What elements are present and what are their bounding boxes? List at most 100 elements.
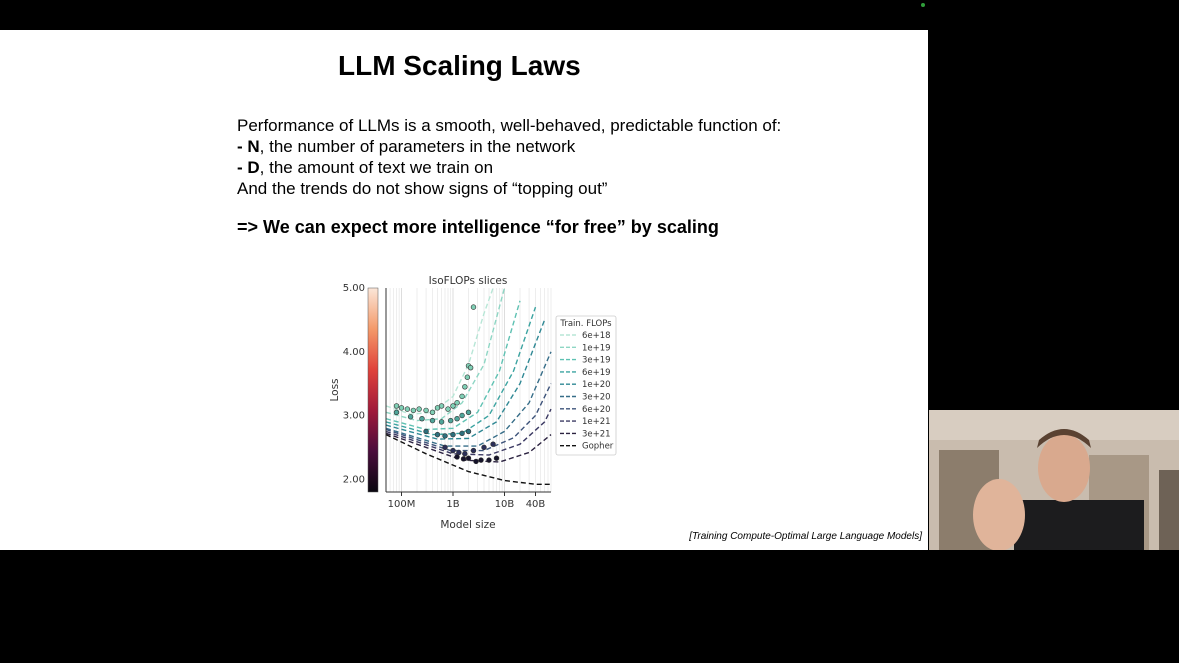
data-point (470, 304, 477, 310)
bullet-dash: - (237, 158, 248, 177)
legend-box (555, 315, 617, 456)
intro-line: Performance of LLMs is a smooth, well-be… (237, 116, 782, 135)
legend-label: 6e+19 (582, 368, 611, 378)
data-point (459, 393, 465, 400)
data-point (434, 431, 441, 438)
legend-label: 3e+20 (582, 393, 611, 403)
legend-label: 1e+21 (582, 417, 611, 427)
citation: [Training Compute-Optimal Large Language… (689, 531, 922, 542)
data-point (450, 403, 456, 409)
data-point (404, 406, 411, 412)
chart-title: IsoFLOPs slices (429, 275, 508, 287)
data-point (459, 412, 465, 419)
legend-label: 1e+19 (582, 343, 611, 353)
data-point (423, 428, 429, 435)
data-point (462, 384, 468, 390)
legend-label: 3e+21 (582, 429, 611, 439)
data-point (462, 451, 468, 457)
slide-title: LLM Scaling Laws (338, 50, 581, 81)
axes: 100M 1B 10B 40B (385, 288, 551, 510)
data-point (429, 409, 436, 416)
data-point (419, 415, 425, 422)
data-point (478, 457, 484, 463)
x-tick-label: 10B (495, 499, 515, 510)
legend-label: Gopher (582, 442, 614, 452)
series-line (385, 287, 494, 415)
series-line (385, 319, 546, 440)
data-point (423, 407, 429, 414)
series-line (385, 383, 552, 452)
data-points (393, 304, 500, 465)
legend-label: 6e+18 (582, 331, 611, 341)
data-point (416, 406, 422, 412)
isoflops-chart: IsoFLOPs slices Model size Loss 100M 1B 10… (320, 270, 620, 540)
series-line (385, 287, 506, 422)
data-point (467, 364, 474, 371)
data-point (429, 417, 436, 424)
series-line (385, 300, 521, 431)
data-point (450, 431, 456, 438)
y-axis-label: Loss (329, 378, 341, 401)
data-point (410, 407, 417, 414)
data-point (445, 406, 451, 412)
bullet-term: D (247, 158, 260, 177)
data-point (481, 444, 487, 451)
legend-label: 6e+20 (582, 405, 611, 415)
bullet-dash: - (237, 137, 248, 156)
data-point (393, 409, 400, 416)
data-point (438, 419, 445, 425)
colorbar-gradient (367, 287, 379, 493)
data-point (465, 428, 472, 435)
data-point (493, 455, 500, 461)
trend-line: And the trends do not show signs of “top… (237, 179, 608, 198)
y-tick-label: 5.00 (343, 283, 365, 294)
data-point (393, 403, 400, 409)
data-point (454, 454, 460, 460)
data-point (454, 400, 460, 406)
y-tick-label: 3.00 (343, 411, 365, 422)
legend: Train. FLOPs 6e+18 1e+19 3e+19 6e+19 1e+20 3e+… (555, 315, 617, 456)
x-tick-label: 100M (388, 499, 416, 510)
data-point (447, 417, 454, 424)
data-point (438, 403, 445, 409)
legend-title: Train. FLOPs (559, 319, 612, 329)
x-axis-label: Model size (440, 519, 495, 531)
series-line (385, 408, 552, 456)
data-point (442, 433, 448, 439)
data-point (490, 441, 496, 447)
data-point (456, 449, 462, 456)
data-point (473, 458, 479, 465)
data-point (450, 447, 456, 454)
data-point (442, 444, 448, 451)
legend-label: 1e+20 (582, 380, 611, 390)
recording-indicator (921, 3, 925, 7)
data-point (470, 447, 477, 454)
series-line (385, 433, 551, 485)
legend-label: 3e+19 (582, 356, 611, 366)
data-point (465, 455, 472, 461)
data-point (464, 374, 471, 380)
bullet-d: - D, the amount of text we train on (237, 157, 781, 178)
colorbar: 2.00 3.00 4.00 5.00 (343, 283, 379, 493)
bullet-term: N (247, 137, 260, 156)
x-tick-label: 40B (526, 499, 546, 510)
data-point (465, 409, 472, 416)
bullet-text: , the amount of text we train on (259, 158, 494, 177)
grid (385, 288, 552, 492)
webcam-feed (929, 410, 1179, 550)
data-point (459, 430, 465, 437)
series-line (385, 351, 552, 447)
x-tick-label: 1B (446, 499, 459, 510)
conclusion-text: => We can expect more intelligence “for … (237, 217, 719, 237)
chart-svg: IsoFLOPs slices Model size Loss 100M 1B 10… (329, 275, 617, 531)
webcam-image (929, 410, 1179, 550)
data-point (454, 415, 460, 422)
bullet-text: , the number of parameters in the networ… (259, 137, 576, 156)
y-tick-label: 4.00 (343, 347, 365, 358)
data-point (486, 457, 492, 463)
data-point (398, 405, 405, 411)
bullet-n: - N, the number of parameters in the net… (237, 136, 781, 157)
series-lines (385, 287, 552, 485)
slide-body: Performance of LLMs is a smooth, well-be… (237, 115, 781, 199)
data-point (460, 456, 467, 462)
